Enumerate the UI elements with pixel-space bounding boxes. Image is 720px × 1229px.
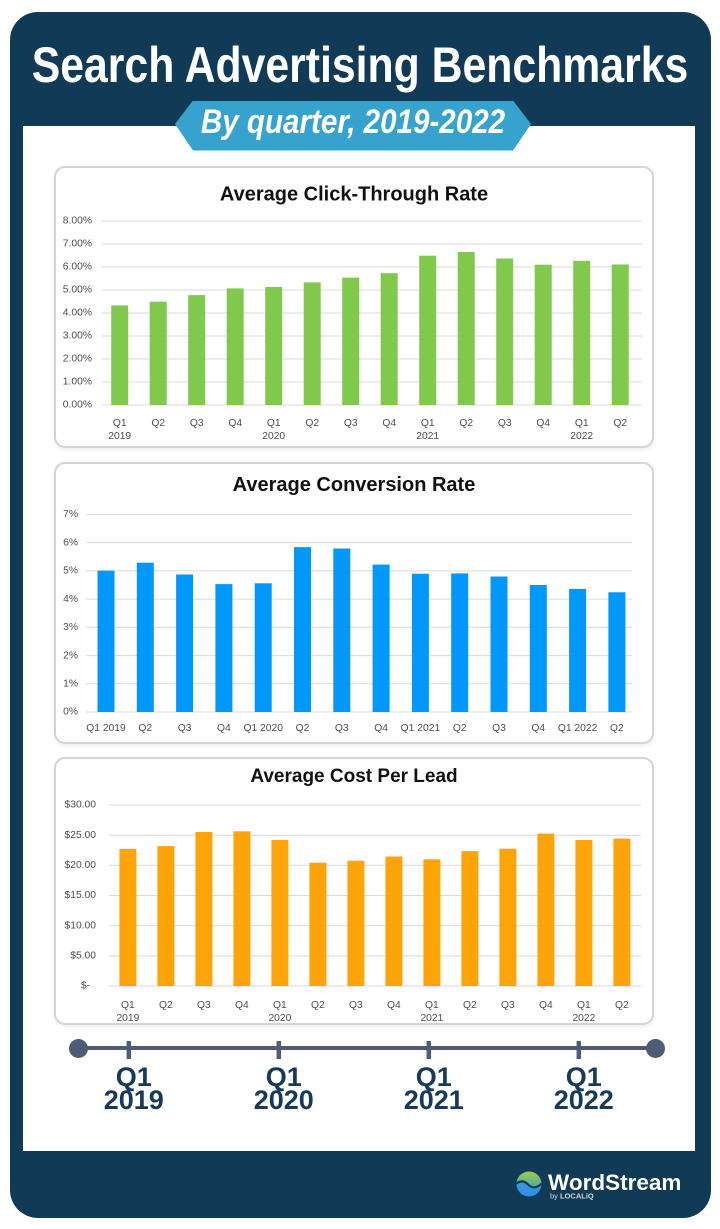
- svg-text:Q4: Q4: [374, 723, 388, 734]
- svg-text:Q1: Q1: [273, 1000, 287, 1011]
- svg-text:Q1: Q1: [577, 1000, 591, 1011]
- svg-text:Q2: Q2: [296, 723, 310, 734]
- svg-text:Q1 2022: Q1 2022: [558, 723, 598, 734]
- svg-text:4.00%: 4.00%: [63, 308, 92, 319]
- svg-text:Q2: Q2: [138, 723, 152, 734]
- svg-text:5%: 5%: [63, 566, 78, 577]
- svg-text:$20.00: $20.00: [65, 860, 97, 871]
- svg-text:Q2: Q2: [311, 1000, 325, 1011]
- svg-text:Q4: Q4: [382, 418, 396, 429]
- svg-text:Q3: Q3: [344, 418, 358, 429]
- svg-text:Q3: Q3: [335, 723, 349, 734]
- svg-text:Q2: Q2: [610, 723, 624, 734]
- svg-text:Q4: Q4: [228, 418, 242, 429]
- svg-text:1.00%: 1.00%: [63, 377, 92, 388]
- svg-text:2%: 2%: [63, 650, 78, 661]
- svg-text:6%: 6%: [63, 537, 78, 548]
- svg-text:Q4: Q4: [387, 1000, 401, 1011]
- svg-text:Q1 2020: Q1 2020: [243, 723, 283, 734]
- svg-text:$30.00: $30.00: [65, 800, 97, 811]
- svg-text:Q2: Q2: [459, 418, 473, 429]
- svg-text:Q3: Q3: [501, 1000, 515, 1011]
- svg-text:Q1: Q1: [113, 418, 127, 429]
- svg-text:by LOCALiQ: by LOCALiQ: [550, 1192, 594, 1201]
- svg-text:2020: 2020: [268, 1013, 291, 1024]
- svg-text:0.00%: 0.00%: [63, 400, 92, 411]
- svg-text:Q4: Q4: [217, 723, 231, 734]
- svg-text:Q4: Q4: [539, 1000, 553, 1011]
- svg-text:$5.00: $5.00: [70, 951, 96, 962]
- svg-text:Average Click-Through Rate: Average Click-Through Rate: [220, 183, 488, 205]
- svg-text:Q2: Q2: [151, 418, 165, 429]
- svg-text:Average Cost Per Lead: Average Cost Per Lead: [250, 766, 457, 787]
- svg-text:Q2: Q2: [615, 1000, 629, 1011]
- svg-text:Q1: Q1: [267, 418, 281, 429]
- svg-text:1%: 1%: [63, 679, 78, 690]
- svg-text:5.00%: 5.00%: [63, 285, 92, 296]
- svg-text:Q2: Q2: [453, 723, 467, 734]
- svg-text:Q3: Q3: [178, 723, 192, 734]
- svg-text:Q3: Q3: [498, 418, 512, 429]
- svg-text:3.00%: 3.00%: [63, 331, 92, 342]
- svg-text:Q1: Q1: [121, 1000, 135, 1011]
- svg-text:Q4: Q4: [531, 723, 545, 734]
- svg-text:Q1: Q1: [425, 1000, 439, 1011]
- svg-text:Q2: Q2: [463, 1000, 477, 1011]
- svg-text:2021: 2021: [416, 431, 439, 442]
- svg-text:Q1: Q1: [575, 418, 589, 429]
- svg-text:$25.00: $25.00: [65, 830, 97, 841]
- svg-text:Q2: Q2: [159, 1000, 173, 1011]
- svg-text:2021: 2021: [420, 1013, 443, 1024]
- svg-text:6.00%: 6.00%: [63, 262, 92, 273]
- svg-text:7.00%: 7.00%: [63, 239, 92, 250]
- svg-text:2020: 2020: [262, 431, 285, 442]
- svg-text:2022: 2022: [570, 431, 593, 442]
- svg-text:$10.00: $10.00: [65, 920, 97, 931]
- svg-text:Q3: Q3: [492, 723, 506, 734]
- svg-text:Q2: Q2: [305, 418, 319, 429]
- svg-text:2019: 2019: [116, 1013, 139, 1024]
- svg-text:2019: 2019: [108, 431, 131, 442]
- svg-text:Q1 2021: Q1 2021: [401, 723, 441, 734]
- svg-text:Q3: Q3: [197, 1000, 211, 1011]
- svg-text:$-: $-: [81, 981, 90, 992]
- svg-text:0%: 0%: [63, 707, 78, 718]
- svg-text:Q3: Q3: [190, 418, 204, 429]
- svg-text:Q4: Q4: [235, 1000, 249, 1011]
- svg-text:8.00%: 8.00%: [63, 216, 92, 227]
- svg-text:$15.00: $15.00: [65, 890, 97, 901]
- svg-text:3%: 3%: [63, 622, 78, 633]
- svg-text:WordStream: WordStream: [548, 1170, 681, 1195]
- svg-text:7%: 7%: [63, 509, 78, 520]
- svg-text:2022: 2022: [572, 1013, 595, 1024]
- svg-text:Q1: Q1: [421, 418, 435, 429]
- svg-text:Q1 2019: Q1 2019: [86, 723, 126, 734]
- svg-text:Average Conversion Rate: Average Conversion Rate: [233, 474, 476, 496]
- svg-text:Q2: Q2: [613, 418, 627, 429]
- svg-text:Q3: Q3: [349, 1000, 363, 1011]
- svg-text:Q4: Q4: [536, 418, 550, 429]
- svg-text:4%: 4%: [63, 594, 78, 605]
- svg-text:2.00%: 2.00%: [63, 354, 92, 365]
